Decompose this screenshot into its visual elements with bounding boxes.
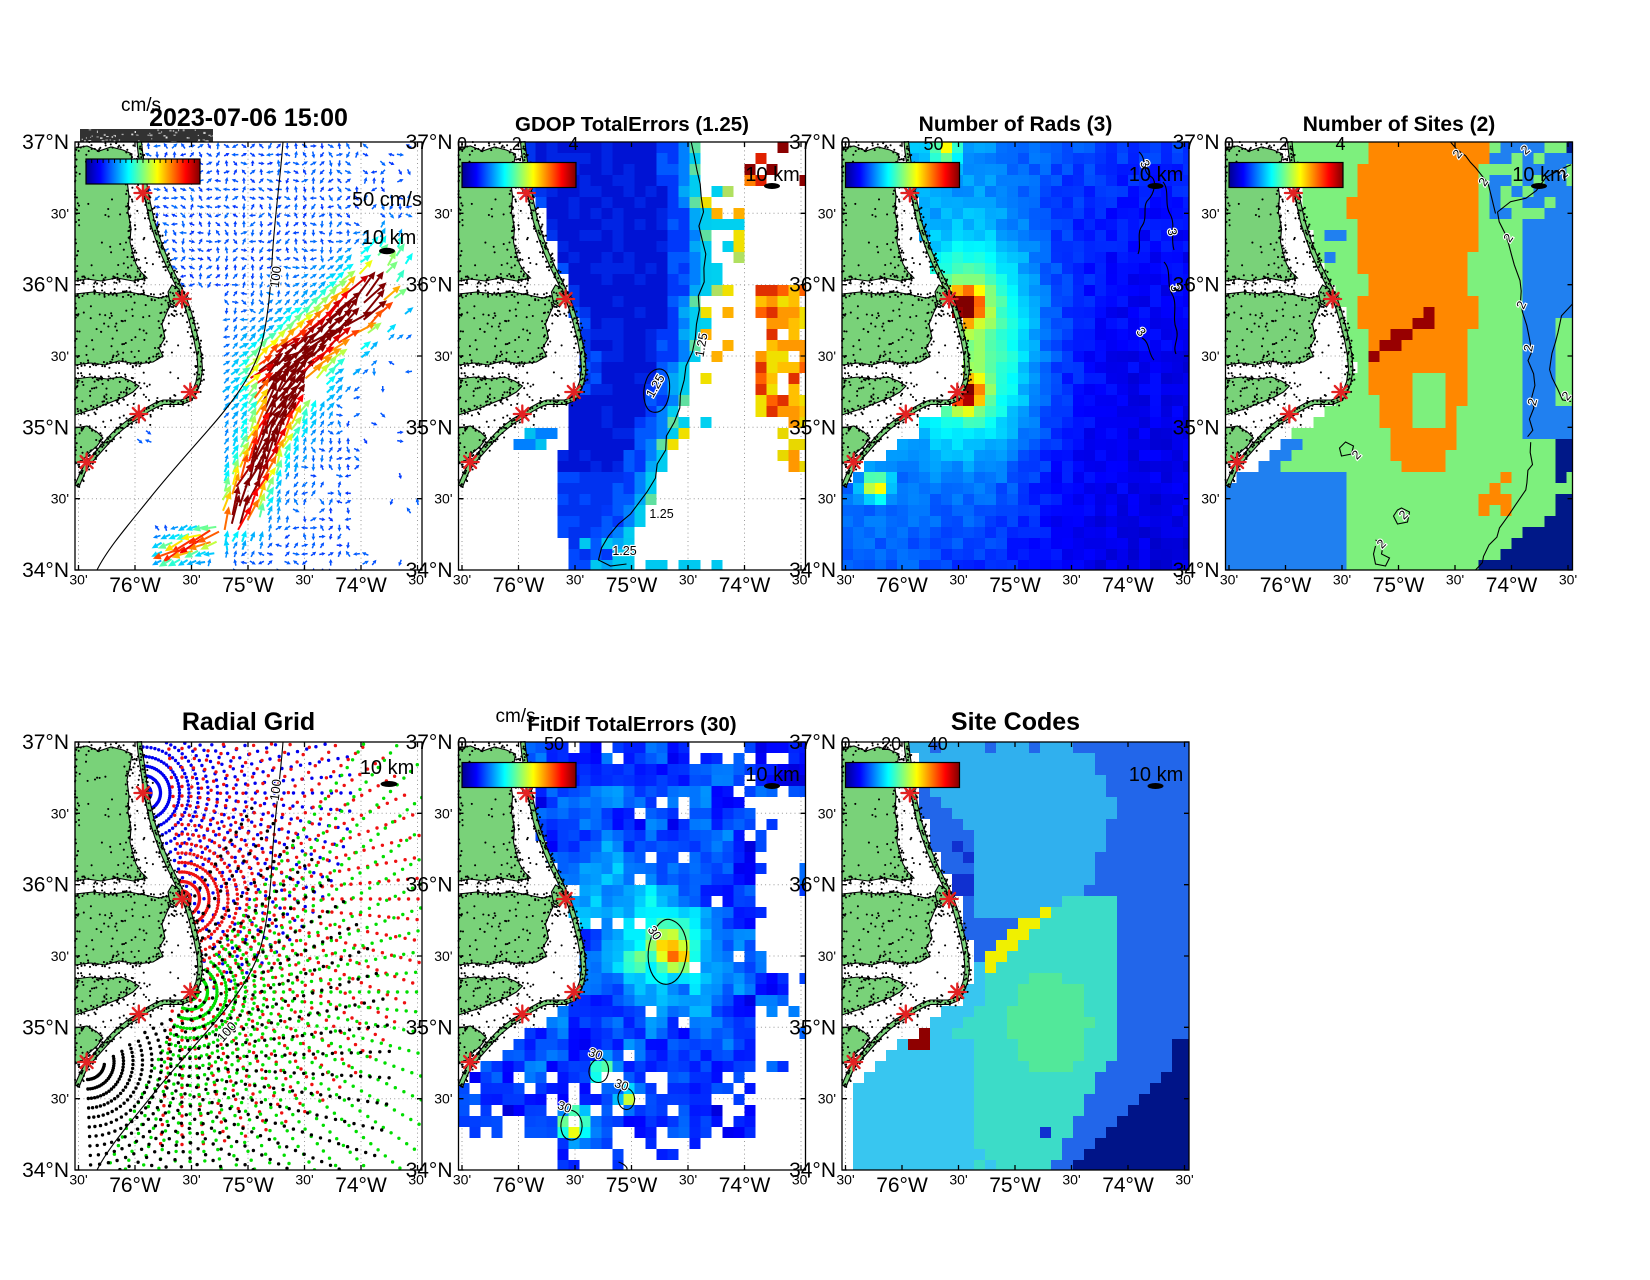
svg-text:50 cm/s: 50 cm/s xyxy=(352,189,422,211)
svg-text:10 km: 10 km xyxy=(360,757,414,779)
svg-text:2: 2 xyxy=(1521,343,1536,352)
svg-text:100: 100 xyxy=(267,778,285,801)
svg-text:10 km: 10 km xyxy=(1512,164,1566,186)
svg-text:30: 30 xyxy=(587,1045,605,1063)
svg-text:100: 100 xyxy=(267,265,285,288)
svg-text:Number of Sites (2): Number of Sites (2) xyxy=(1303,113,1496,136)
svg-text:1.25: 1.25 xyxy=(692,332,710,358)
svg-text:10 km: 10 km xyxy=(745,764,799,786)
svg-text:10 km: 10 km xyxy=(1129,164,1183,186)
svg-text:10 km: 10 km xyxy=(745,164,799,186)
svg-text:40: 40 xyxy=(928,734,948,754)
svg-text:10 km: 10 km xyxy=(362,227,416,249)
svg-text:50: 50 xyxy=(923,134,943,154)
svg-text:1.25: 1.25 xyxy=(649,507,673,521)
svg-text:Site Codes: Site Codes xyxy=(951,708,1080,736)
svg-text:2: 2 xyxy=(512,134,522,154)
svg-text:Number of Rads (3): Number of Rads (3) xyxy=(919,113,1113,136)
svg-text:30: 30 xyxy=(613,1076,631,1094)
svg-text:Radial Grid: Radial Grid xyxy=(182,708,315,736)
svg-text:1.25: 1.25 xyxy=(612,544,636,558)
svg-text:cm/s: cm/s xyxy=(121,95,161,116)
svg-text:GDOP TotalErrors (1.25): GDOP TotalErrors (1.25) xyxy=(515,113,749,136)
svg-text:FitDif TotalErrors (30): FitDif TotalErrors (30) xyxy=(527,713,736,736)
svg-text:50: 50 xyxy=(544,734,564,754)
svg-text:10 km: 10 km xyxy=(1129,764,1183,786)
svg-text:4: 4 xyxy=(1335,134,1345,154)
svg-text:30: 30 xyxy=(556,1098,574,1116)
svg-text:4: 4 xyxy=(568,134,578,154)
svg-text:2: 2 xyxy=(1279,134,1289,154)
svg-text:2: 2 xyxy=(1260,359,1275,368)
svg-text:2023-07-06 15:00: 2023-07-06 15:00 xyxy=(149,104,348,132)
svg-text:cm/s: cm/s xyxy=(495,706,535,727)
svg-text:20: 20 xyxy=(881,734,901,754)
svg-text:3: 3 xyxy=(1165,227,1180,236)
